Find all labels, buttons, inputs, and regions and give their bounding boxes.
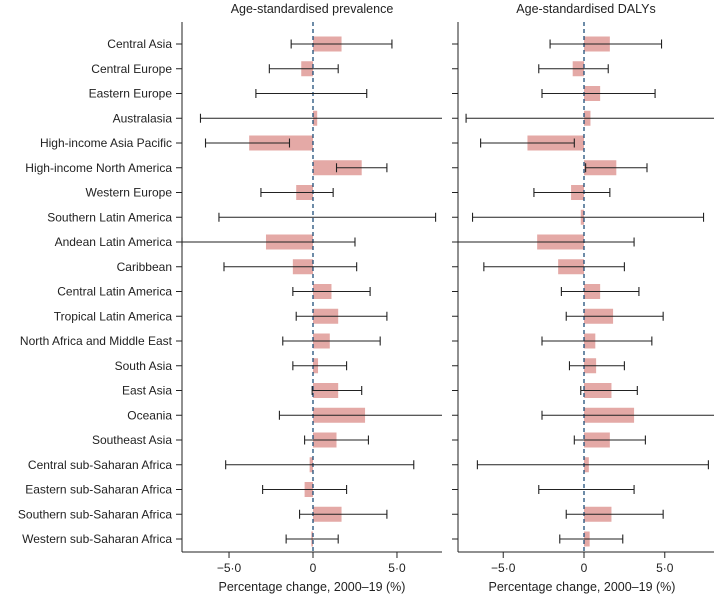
category-label: Southeast Asia bbox=[92, 433, 172, 447]
x-axis-label: Percentage change, 2000–19 (%) bbox=[489, 580, 676, 594]
category-label: Oceania bbox=[127, 408, 172, 422]
category-label: Eastern sub-Saharan Africa bbox=[25, 483, 172, 497]
panel-prevalence: Age-standardised prevalence −5·0 0 5·0 Perce… bbox=[176, 2, 442, 594]
x-tick-label: 5·0 bbox=[656, 561, 674, 575]
category-label: Caribbean bbox=[117, 260, 172, 274]
category-label: Central Asia bbox=[107, 37, 172, 51]
category-label: Central sub-Saharan Africa bbox=[28, 458, 172, 472]
category-label: Southern sub-Saharan Africa bbox=[18, 507, 172, 521]
category-label: Southern Latin America bbox=[47, 210, 172, 224]
panel-dalys: Age-standardised DALYs −5·0 0 5·0 Percentage… bbox=[452, 2, 714, 594]
x-tick-label: −5·0 bbox=[217, 561, 242, 575]
category-label: Tropical Latin America bbox=[54, 309, 173, 323]
category-label: High-income North America bbox=[25, 161, 172, 175]
category-label: Eastern Europe bbox=[89, 87, 173, 101]
x-tick-label: 5·0 bbox=[388, 561, 406, 575]
x-tick-label: 0 bbox=[581, 561, 588, 575]
x-tick-label: −5·0 bbox=[491, 561, 516, 575]
category-label: Central Latin America bbox=[57, 285, 172, 299]
category-label: South Asia bbox=[115, 359, 173, 373]
category-label: Western Europe bbox=[86, 186, 173, 200]
category-label: Central Europe bbox=[91, 62, 172, 76]
category-label: North Africa and Middle East bbox=[20, 334, 173, 348]
panel-title: Age-standardised prevalence bbox=[231, 2, 394, 16]
category-label: Andean Latin America bbox=[55, 235, 173, 249]
category-label: Western sub-Saharan Africa bbox=[22, 532, 172, 546]
x-tick-label: 0 bbox=[310, 561, 317, 575]
x-axis-label: Percentage change, 2000–19 (%) bbox=[219, 580, 406, 594]
category-label: East Asia bbox=[122, 384, 172, 398]
panel-title: Age-standardised DALYs bbox=[516, 2, 655, 16]
category-label: High-income Asia Pacific bbox=[40, 136, 172, 150]
category-label: Australasia bbox=[113, 111, 173, 125]
